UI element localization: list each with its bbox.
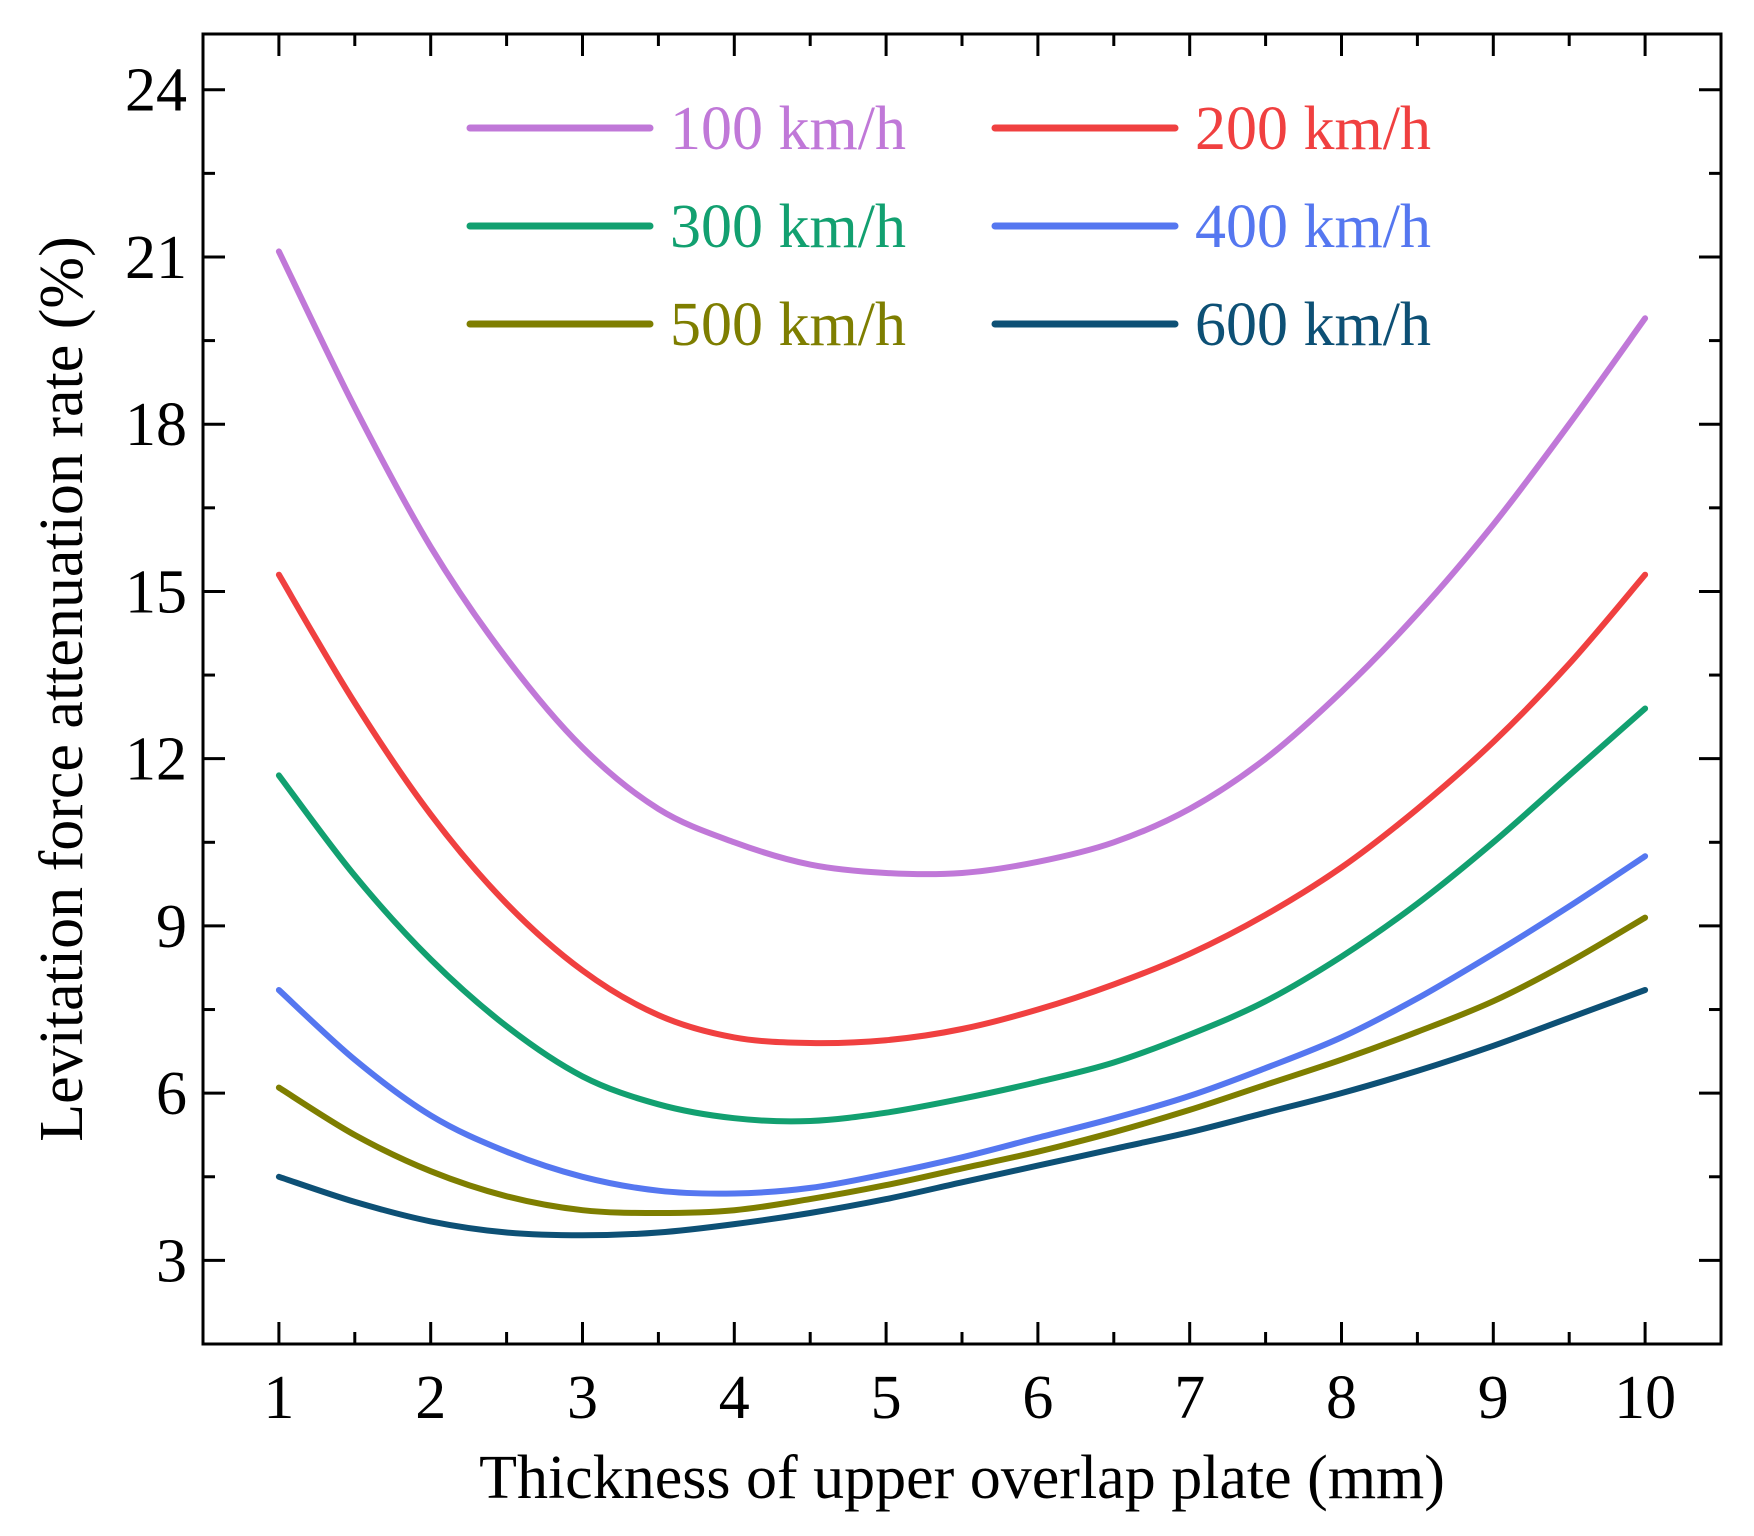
series-line-400-km-h xyxy=(275,853,1649,1197)
y-tick-label: 15 xyxy=(125,558,187,626)
y-tick-label: 3 xyxy=(156,1227,187,1295)
series-line-100-km-h xyxy=(275,248,1649,878)
series-layer xyxy=(275,248,1649,1239)
x-tick-label: 7 xyxy=(1174,1364,1205,1432)
x-tick-label: 5 xyxy=(871,1364,902,1432)
ticks-layer xyxy=(201,34,1723,1346)
x-axis-title: Thickness of upper overlap plate (mm) xyxy=(479,1444,1445,1512)
x-tick-label: 4 xyxy=(719,1364,750,1432)
legend-label-500-km-h: 500 km/h xyxy=(670,291,906,359)
series-line-500-km-h xyxy=(275,914,1649,1216)
y-tick-label: 9 xyxy=(156,893,187,961)
legend-label-100-km-h: 100 km/h xyxy=(670,95,906,163)
legend-label-400-km-h: 400 km/h xyxy=(1195,193,1431,261)
series-line-600-km-h xyxy=(275,987,1649,1239)
y-tick-label: 21 xyxy=(125,224,187,292)
legend-label-600-km-h: 600 km/h xyxy=(1195,291,1431,359)
y-tick-label: 6 xyxy=(156,1060,187,1128)
x-tick-label: 3 xyxy=(567,1364,598,1432)
legend-label-200-km-h: 200 km/h xyxy=(1195,95,1431,163)
x-tick-label: 8 xyxy=(1326,1364,1357,1432)
y-tick-label: 18 xyxy=(125,391,187,459)
x-tick-label: 10 xyxy=(1614,1364,1676,1432)
x-tick-label: 9 xyxy=(1478,1364,1509,1432)
x-tick-label: 6 xyxy=(1022,1364,1053,1432)
series-line-300-km-h xyxy=(275,705,1649,1125)
y-tick-label: 12 xyxy=(125,726,187,794)
x-tick-label: 1 xyxy=(263,1364,294,1432)
legend: 100 km/h 200 km/h 300 km/h 400 km/h 500 km/h… xyxy=(466,95,1431,359)
legend-label-300-km-h: 300 km/h xyxy=(670,193,906,261)
y-tick-label: 24 xyxy=(125,57,187,125)
y-axis-title: Levitation force attenuation rate (%) xyxy=(28,236,96,1141)
x-tick-labels: 1 2 3 4 5 6 7 8 9 10 xyxy=(263,1364,1676,1432)
series-line-200-km-h xyxy=(275,571,1649,1047)
y-tick-labels: 3 6 9 12 15 18 21 24 xyxy=(125,57,187,1296)
x-tick-label: 2 xyxy=(415,1364,446,1432)
